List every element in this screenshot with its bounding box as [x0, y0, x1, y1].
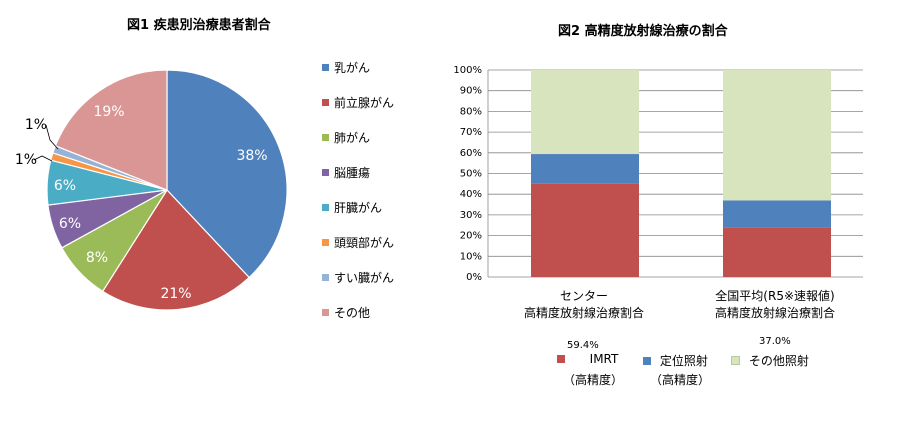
y-tick-label: 80%: [460, 106, 482, 117]
bar-segment: [531, 154, 639, 184]
category-line-1: センター: [559, 289, 608, 303]
y-tick-label: 0%: [466, 272, 482, 283]
legend-label: 前立腺がん: [334, 95, 395, 110]
legend-item-imrt: IMRT: [557, 352, 618, 366]
pie-data-label: 38%: [236, 148, 267, 164]
legend-swatch: [322, 203, 329, 211]
pie-data-label: 21%: [160, 286, 191, 302]
legend-item: 肝臓がん: [322, 197, 382, 217]
legend-item: 脳腫瘍: [322, 162, 370, 182]
pie-slice: [54, 69, 168, 191]
y-tick-label: 90%: [460, 86, 482, 97]
legend-swatch: [322, 273, 329, 281]
legend-sub-imrt: （高精度）: [563, 373, 624, 387]
bar-chart-title: 図2 高精度放射線治療の割合: [558, 24, 728, 39]
pie-data-label: 8%: [86, 250, 108, 266]
legend-label: 乳がん: [334, 60, 371, 75]
bar-category-label-national: 全国平均(R5※速報値) 高精度放射線治療割合: [675, 288, 875, 322]
pie-data-label: 19%: [93, 104, 124, 120]
y-tick-label: 60%: [460, 148, 482, 159]
annotation-center-total: 59.4%: [567, 340, 599, 351]
bar-segment: [723, 70, 831, 201]
legend-label: その他: [334, 305, 371, 320]
y-tick-label: 10%: [460, 251, 482, 262]
stacked-bar-chart: 0% 10% 20% 30% 40% 50% 60% 70% 80% 90% 100%: [453, 65, 863, 283]
legend-swatch: [322, 63, 329, 71]
pie-chart: 38% 21% 8% 6% 6% 1% 1% 19%: [15, 69, 288, 311]
bar-segment: [531, 183, 639, 277]
legend-sub-stereotactic: （高精度）: [650, 373, 711, 387]
legend-item: すい臓がん: [322, 267, 394, 287]
legend-item-other: その他照射: [731, 352, 809, 369]
legend-label: IMRT: [589, 352, 619, 366]
y-tick-label: 30%: [460, 210, 482, 221]
bar-segment: [723, 200, 831, 228]
bar-segment: [531, 70, 639, 155]
legend-item: 肺がん: [322, 127, 370, 147]
pie-data-label: 6%: [54, 178, 76, 194]
category-line-1: 全国平均(R5※速報値): [715, 289, 835, 303]
annotation-national-total: 37.0%: [759, 336, 791, 347]
legend-swatch: [557, 355, 565, 363]
legend-label: すい臓がん: [334, 270, 395, 285]
pie-data-label: 6%: [59, 216, 81, 232]
leader-line: [45, 124, 59, 150]
y-tick-label: 70%: [460, 127, 482, 138]
legend-item: 前立腺がん: [322, 92, 394, 112]
category-line-2: 高精度放射線治療割合: [714, 306, 835, 320]
pie-data-label: 1%: [25, 117, 47, 133]
legend-swatch: [322, 168, 329, 176]
legend-swatch: [322, 133, 329, 141]
legend-swatch: [643, 357, 651, 365]
category-line-2: 高精度放射線治療割合: [523, 306, 644, 320]
legend-label: 頭頸部がん: [334, 235, 395, 250]
legend-label: その他照射: [748, 354, 809, 368]
legend-swatch: [322, 238, 329, 246]
legend-item: その他: [322, 302, 370, 322]
y-tick-label: 50%: [460, 169, 482, 180]
y-tick-label: 40%: [460, 189, 482, 200]
leader-line: [33, 155, 53, 162]
pie-data-label: 1%: [15, 152, 37, 168]
legend-swatch: [322, 308, 329, 316]
legend-label: 定位照射: [659, 354, 708, 368]
pie-slice: [101, 189, 250, 311]
legend-item: 乳がん: [322, 57, 370, 77]
legend-item-stereotactic: 定位照射: [643, 352, 708, 369]
pie-chart-title: 図1 疾患別治療患者割合: [127, 18, 271, 33]
bar-category-label-center: センター 高精度放射線治療割合: [484, 288, 684, 322]
legend-label: 脳腫瘍: [334, 165, 371, 180]
legend-swatch: [322, 98, 329, 106]
pie-slice: [166, 69, 288, 279]
legend-item: 頭頸部がん: [322, 232, 394, 252]
legend-label: 肝臓がん: [334, 200, 383, 215]
y-tick-label: 20%: [460, 231, 482, 242]
y-tick-label: 100%: [453, 65, 482, 76]
bar-segment: [723, 227, 831, 277]
legend-swatch: [731, 356, 740, 365]
legend-label: 肺がん: [334, 130, 371, 145]
